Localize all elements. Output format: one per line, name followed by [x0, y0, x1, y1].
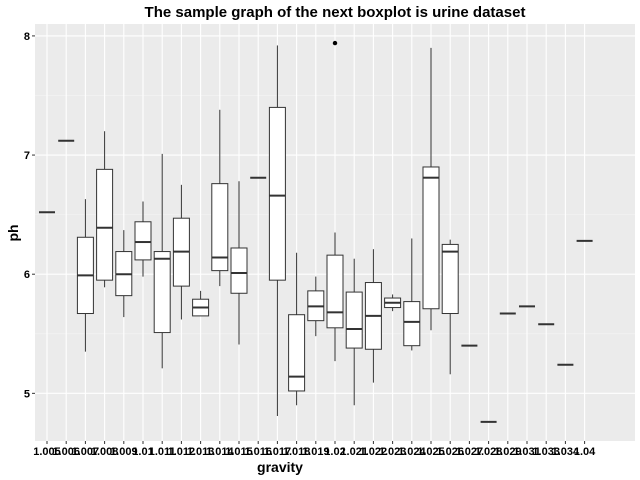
x-tick-label: 1.012 — [168, 446, 196, 458]
box-body — [211, 183, 229, 272]
x-tick-label: 1.029 — [494, 446, 522, 458]
x-tick-label: 1.008 — [91, 446, 119, 458]
x-tick-label: 1.01 — [132, 446, 153, 458]
box-body — [441, 243, 459, 315]
box-1.013 — [192, 290, 210, 317]
x-tick-label: 1.028 — [475, 446, 503, 458]
x-tick-label: 1.04 — [574, 446, 596, 458]
x-tick-label: 1.015 — [225, 446, 253, 458]
x-tick-label: 1.033 — [532, 446, 560, 458]
x-tick-label: 1.009 — [110, 446, 138, 458]
x-tick-label: 1.006 — [52, 446, 80, 458]
box-body — [403, 301, 421, 347]
box-1.018 — [288, 252, 306, 406]
x-tick-label: 1.031 — [513, 446, 541, 458]
box-1.017 — [268, 45, 286, 416]
box-1.022 — [364, 249, 382, 383]
box-body — [96, 168, 114, 281]
box-body — [326, 254, 344, 329]
x-tick-label: 1.02 — [324, 446, 345, 458]
box-1.007 — [76, 199, 94, 352]
box-1.008 — [96, 131, 114, 288]
y-tick-label: 8 — [24, 31, 30, 43]
box-1.009 — [115, 230, 133, 318]
box-1.012 — [172, 184, 190, 320]
outlier-point — [332, 40, 338, 46]
x-tick-label: 1.011 — [149, 446, 176, 458]
box-1.024 — [403, 238, 421, 351]
x-tick-label: 1.024 — [398, 446, 426, 458]
x-tick-label: 1.013 — [187, 446, 215, 458]
x-tick-label: 1.026 — [436, 446, 464, 458]
x-tick-label: 1.016 — [244, 446, 272, 458]
x-tick-label: 1.027 — [456, 446, 484, 458]
x-tick-label: 1.017 — [264, 446, 292, 458]
box-1.021 — [345, 258, 363, 406]
box-1.01 — [134, 201, 152, 277]
box-body — [288, 314, 306, 392]
box-1.025 — [422, 47, 440, 331]
x-tick-label: 1.022 — [360, 446, 388, 458]
box-body — [230, 247, 248, 294]
x-axis-title: gravity — [257, 459, 303, 475]
x-tick-label: 1.023 — [379, 446, 407, 458]
box-1.014 — [211, 109, 229, 287]
y-tick-label: 6 — [24, 269, 30, 281]
x-tick-label: 1.034 — [552, 446, 580, 458]
x-tick-label: 1.007 — [72, 446, 100, 458]
box-body — [268, 106, 286, 281]
box-1.019 — [307, 276, 325, 337]
x-tick-label: 1.005 — [33, 446, 61, 458]
x-axis: 1.0051.0061.0071.0081.0091.011.0111.0121… — [33, 441, 596, 458]
chart-title: The sample graph of the next boxplot is … — [145, 4, 526, 21]
y-tick-label: 7 — [24, 150, 30, 162]
box-body — [422, 166, 440, 310]
box-body — [153, 251, 171, 334]
x-tick-label: 1.021 — [340, 446, 368, 458]
x-tick-label: 1.025 — [417, 446, 445, 458]
box-1.02 — [326, 40, 344, 362]
box-1.026 — [441, 239, 459, 375]
box-1.015 — [230, 181, 248, 345]
boxes-layer — [39, 40, 593, 423]
y-axis-title: ph — [5, 224, 21, 241]
box-1.023 — [384, 294, 402, 312]
x-tick-label: 1.019 — [302, 446, 330, 458]
box-body — [134, 221, 152, 261]
y-axis: 5 6 7 8 — [24, 31, 35, 400]
x-tick-label: 1.018 — [283, 446, 311, 458]
x-tick-label: 1.014 — [206, 446, 234, 458]
box-body — [345, 291, 363, 349]
y-tick-label: 5 — [24, 388, 30, 400]
box-1.011 — [153, 153, 171, 369]
